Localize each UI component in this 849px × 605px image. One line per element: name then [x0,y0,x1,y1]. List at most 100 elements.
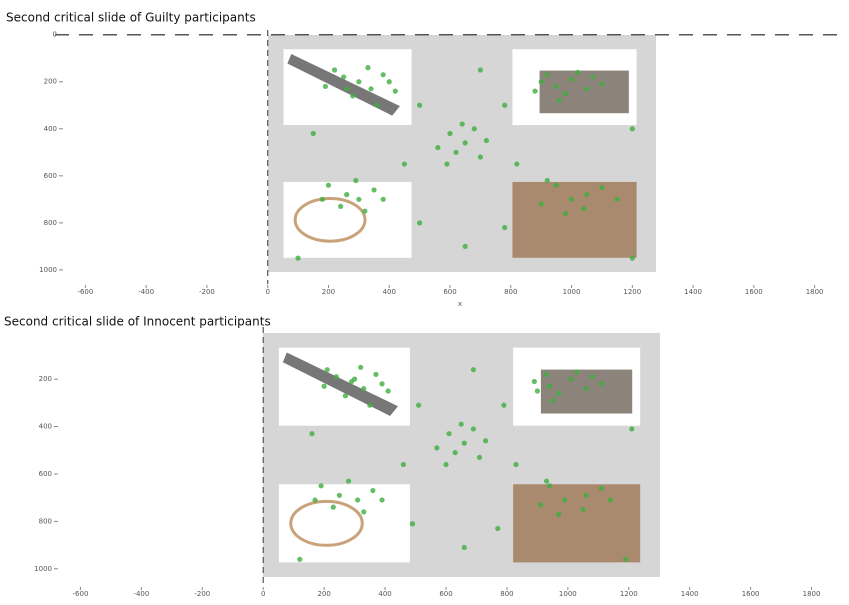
data-point [361,386,367,392]
data-point [483,438,489,444]
data-point [534,388,540,394]
data-point [325,182,332,188]
data-point [623,556,629,562]
data-point [371,187,377,193]
data-point [502,102,508,108]
x-tick-label: 1600 [745,288,763,296]
data-point [341,74,347,80]
x-tick-label: 600 [443,288,456,296]
x-tick-label: 600 [439,590,452,598]
data-point [550,397,556,404]
data-point [599,81,605,87]
data-point [362,208,368,214]
y-tick-label: 1000 [34,565,52,573]
data-point [575,69,581,75]
x-tick-label: 400 [383,288,396,296]
data-point [556,511,562,517]
data-point [352,376,358,382]
data-point [358,364,364,370]
data-point [562,90,569,97]
data-point [543,478,550,484]
x-axis-label: x [458,300,462,308]
data-point [495,525,501,532]
data-point [356,196,362,202]
data-point [501,402,507,408]
x-tick-label: -400 [133,590,149,598]
data-point [599,184,605,191]
data-point [580,506,586,513]
x-tick-label: -600 [77,288,93,296]
data-point [374,102,380,108]
data-point [318,483,324,489]
data-point [458,421,464,427]
data-point [502,224,508,231]
data-point [338,203,344,209]
data-point [470,426,477,432]
data-point [513,461,519,468]
y-tick-label: 600 [39,470,52,478]
data-point [380,196,386,202]
data-point [544,72,550,78]
data-point [312,497,318,503]
data-point [568,76,575,82]
data-point [409,521,416,527]
x-tick-label: 800 [500,590,513,598]
data-point [462,243,468,249]
data-point [350,93,356,99]
x-tick-label: 1800 [803,590,821,598]
y-tick-label: 800 [44,219,57,227]
data-point [607,497,614,503]
data-point [444,161,450,167]
data-point [483,137,490,144]
data-point [584,192,590,198]
data-point [368,86,374,92]
data-point [447,130,453,137]
data-point [379,497,385,503]
x-tick-label: 400 [378,590,391,598]
data-point [562,210,569,217]
data-point [546,383,553,389]
x-tick-label: 0 [261,590,265,598]
data-point [544,177,550,184]
x-tick-label: 0 [265,288,269,296]
data-point [629,255,635,261]
data-point [367,402,373,408]
data-point [295,255,301,261]
data-point [538,79,544,85]
cup-image [289,499,364,547]
data-point [415,402,422,408]
data-point [365,65,371,71]
data-point [355,497,361,503]
stimulus-image [512,181,637,258]
data-point [336,492,342,498]
data-point [537,502,544,508]
data-point [477,154,483,160]
data-point [392,88,398,94]
data-point [373,371,379,378]
x-tick-label: 1400 [684,288,702,296]
data-point [583,492,589,498]
data-point [590,74,596,80]
data-point [434,445,440,451]
x-tick-label: 1200 [623,288,641,296]
y-tick-label: 200 [39,375,52,383]
x-tick-label: 800 [504,288,517,296]
data-point [342,393,349,399]
data-point [417,102,423,108]
cup-image [293,197,367,243]
data-point [629,426,635,432]
data-point [532,88,538,94]
data-point [476,454,483,460]
data-point [553,83,559,90]
data-point [583,386,589,392]
data-point [543,371,550,378]
data-point [453,149,459,155]
data-point [584,86,590,92]
x-tick-label: 1400 [681,590,699,598]
chart-title: Second critical slide of Innocent partic… [4,315,271,329]
data-point [344,86,350,92]
stimulus-image [513,484,641,563]
data-point [324,367,330,373]
x-tick-label: 200 [322,288,335,296]
